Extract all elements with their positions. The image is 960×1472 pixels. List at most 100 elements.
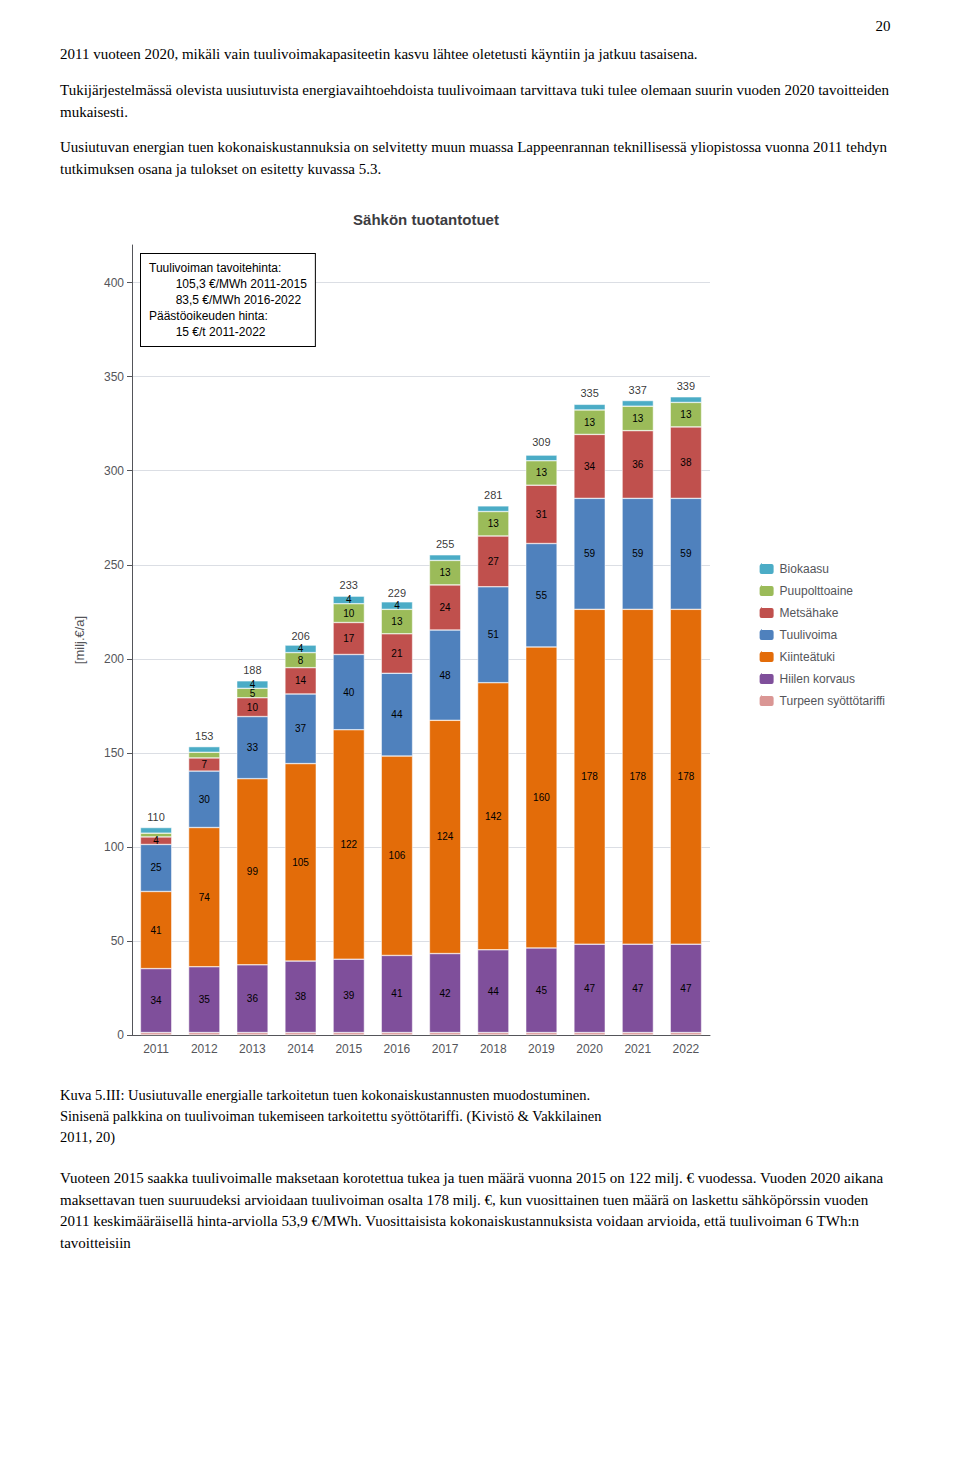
svg-text:34: 34 <box>584 461 596 472</box>
svg-text:229: 229 <box>388 587 406 599</box>
svg-text:10: 10 <box>247 701 259 712</box>
svg-text:281: 281 <box>484 489 502 501</box>
svg-text:178: 178 <box>629 771 646 782</box>
svg-text:51: 51 <box>488 629 500 640</box>
svg-text:4: 4 <box>346 594 352 605</box>
svg-text:13: 13 <box>488 518 500 529</box>
svg-text:339: 339 <box>677 380 695 392</box>
svg-text:39: 39 <box>343 990 355 1001</box>
svg-text:44: 44 <box>391 709 403 720</box>
svg-text:100: 100 <box>104 840 124 854</box>
svg-text:122: 122 <box>340 839 357 850</box>
svg-text:110: 110 <box>147 810 165 822</box>
svg-text:160: 160 <box>533 792 550 803</box>
svg-text:35: 35 <box>199 994 211 1005</box>
svg-text:Tuulivoima: Tuulivoima <box>780 628 838 642</box>
svg-text:59: 59 <box>680 548 692 559</box>
svg-text:206: 206 <box>291 630 309 642</box>
svg-text:250: 250 <box>104 558 124 572</box>
svg-text:0: 0 <box>117 1028 124 1042</box>
svg-text:233: 233 <box>340 579 358 591</box>
svg-text:36: 36 <box>247 993 259 1004</box>
svg-text:2021: 2021 <box>624 1042 651 1056</box>
svg-text:7: 7 <box>201 759 207 770</box>
svg-text:105,3 €/MWh 2011-2015: 105,3 €/MWh 2011-2015 <box>149 277 307 291</box>
svg-text:178: 178 <box>678 771 695 782</box>
svg-text:38: 38 <box>680 457 692 468</box>
svg-text:Turpeen syöttötariffi: Turpeen syöttötariffi <box>780 694 885 708</box>
svg-text:33: 33 <box>247 742 259 753</box>
svg-text:400: 400 <box>104 275 124 289</box>
svg-text:13: 13 <box>632 413 644 424</box>
svg-text:41: 41 <box>151 924 163 935</box>
svg-text:44: 44 <box>488 985 500 996</box>
svg-text:99: 99 <box>247 866 259 877</box>
svg-text:4: 4 <box>153 835 159 846</box>
svg-text:106: 106 <box>389 850 406 861</box>
svg-text:10: 10 <box>343 607 355 618</box>
svg-text:Hiilen korvaus: Hiilen korvaus <box>780 672 855 686</box>
svg-text:83,5 €/MWh 2016-2022: 83,5 €/MWh 2016-2022 <box>149 293 301 307</box>
svg-text:255: 255 <box>436 538 454 550</box>
svg-text:13: 13 <box>536 467 548 478</box>
svg-text:24: 24 <box>440 602 452 613</box>
svg-text:31: 31 <box>536 509 548 520</box>
svg-text:Päästöoikeuden hinta:: Päästöoikeuden hinta: <box>149 309 268 323</box>
svg-text:Sähkön tuotantotuet: Sähkön tuotantotuet <box>353 211 499 228</box>
svg-text:15 €/t 2011-2022: 15 €/t 2011-2022 <box>149 325 266 339</box>
svg-text:350: 350 <box>104 369 124 383</box>
svg-text:47: 47 <box>584 983 596 994</box>
svg-text:2022: 2022 <box>673 1042 700 1056</box>
svg-text:142: 142 <box>485 810 502 821</box>
svg-text:14: 14 <box>295 675 307 686</box>
svg-text:300: 300 <box>104 463 124 477</box>
svg-text:Biokaasu: Biokaasu <box>780 562 829 576</box>
svg-text:13: 13 <box>440 567 452 578</box>
svg-text:21: 21 <box>391 648 403 659</box>
svg-text:150: 150 <box>104 746 124 760</box>
svg-text:13: 13 <box>584 416 596 427</box>
svg-text:41: 41 <box>391 988 403 999</box>
svg-text:36: 36 <box>632 459 644 470</box>
svg-text:Puupolttoaine: Puupolttoaine <box>780 584 854 598</box>
svg-text:2013: 2013 <box>239 1042 266 1056</box>
svg-text:2018: 2018 <box>480 1042 507 1056</box>
svg-text:2014: 2014 <box>287 1042 314 1056</box>
svg-text:335: 335 <box>580 387 598 399</box>
svg-text:27: 27 <box>488 556 500 567</box>
svg-text:48: 48 <box>440 669 452 680</box>
svg-text:38: 38 <box>295 991 307 1002</box>
svg-text:2019: 2019 <box>528 1042 555 1056</box>
svg-text:200: 200 <box>104 652 124 666</box>
svg-text:42: 42 <box>440 987 452 998</box>
svg-text:2017: 2017 <box>432 1042 459 1056</box>
svg-text:153: 153 <box>195 729 213 741</box>
svg-text:2012: 2012 <box>191 1042 218 1056</box>
svg-text:Tuulivoiman tavoitehinta:: Tuulivoiman tavoitehinta: <box>149 261 281 275</box>
svg-text:30: 30 <box>199 794 211 805</box>
svg-text:188: 188 <box>243 664 261 676</box>
svg-text:13: 13 <box>391 616 403 627</box>
svg-text:2016: 2016 <box>384 1042 411 1056</box>
svg-text:309: 309 <box>532 436 550 448</box>
svg-text:17: 17 <box>343 633 355 644</box>
svg-text:Kiinteätuki: Kiinteätuki <box>780 650 835 664</box>
svg-text:2011: 2011 <box>143 1042 169 1056</box>
svg-text:124: 124 <box>437 831 454 842</box>
svg-text:2020: 2020 <box>576 1042 603 1056</box>
svg-text:47: 47 <box>632 983 644 994</box>
svg-text:74: 74 <box>199 891 211 902</box>
svg-text:Metsähake: Metsähake <box>780 606 839 620</box>
svg-text:178: 178 <box>581 771 598 782</box>
svg-text:40: 40 <box>343 686 355 697</box>
svg-text:55: 55 <box>536 589 548 600</box>
svg-text:8: 8 <box>298 654 304 665</box>
svg-text:45: 45 <box>536 984 548 995</box>
svg-text:4: 4 <box>394 600 400 611</box>
svg-text:34: 34 <box>151 995 163 1006</box>
svg-text:337: 337 <box>629 383 647 395</box>
svg-text:2015: 2015 <box>335 1042 362 1056</box>
svg-text:47: 47 <box>680 983 692 994</box>
svg-text:37: 37 <box>295 723 307 734</box>
svg-text:13: 13 <box>680 409 692 420</box>
